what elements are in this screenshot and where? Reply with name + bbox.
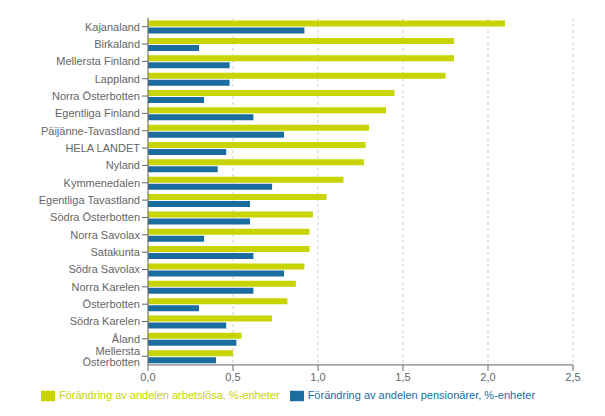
svg-text:HELA LANDET: HELA LANDET: [65, 142, 140, 154]
svg-text:0,5: 0,5: [225, 371, 240, 383]
svg-text:Åland: Åland: [112, 333, 140, 345]
svg-text:2,0: 2,0: [480, 371, 495, 383]
html-text:Förändring av andelen pensionä: Förändring av andelen pensionärer, %-enh…: [307, 388, 536, 401]
svg-text:1,0: 1,0: [310, 371, 325, 383]
svg-text:Mellersta Finland: Mellersta Finland: [56, 55, 140, 67]
svg-text:Södra Karelen: Södra Karelen: [70, 315, 140, 327]
svg-text:Birkaland: Birkaland: [94, 38, 140, 50]
svg-text:Norra Österbotten: Norra Österbotten: [52, 90, 140, 102]
svg-text:2,5: 2,5: [565, 371, 580, 383]
svg-text:Norra Savolax: Norra Savolax: [70, 229, 140, 241]
svg-text:Kajanaland: Kajanaland: [85, 21, 140, 33]
svg-text:Kymmenedalen: Kymmenedalen: [64, 177, 140, 189]
html-text:Förändring av andelen arbetslö: Förändring av andelen arbetslösa, %-enhe…: [58, 388, 280, 401]
svg-text:Lappland: Lappland: [95, 73, 140, 85]
svg-text:Österbotten: Österbotten: [83, 298, 140, 310]
svg-text:Egentliga Finland: Egentliga Finland: [55, 107, 140, 119]
svg-text:Päijänne-Tavastland: Päijänne-Tavastland: [41, 125, 140, 137]
svg-text:0,0: 0,0: [140, 371, 155, 383]
svg-text:1,5: 1,5: [395, 371, 410, 383]
svg-text:Södra Österbotten: Södra Österbotten: [50, 211, 140, 223]
svg-text:Nyland: Nyland: [106, 159, 140, 171]
svg-text:MellerstaÖsterbotten: MellerstaÖsterbotten: [83, 345, 141, 368]
svg-text:Norra Karelen: Norra Karelen: [72, 281, 140, 293]
svg-text:Satakunta: Satakunta: [90, 246, 140, 258]
svg-text:Södra Savolax: Södra Savolax: [68, 263, 140, 275]
svg-text:Egentliga Tavastland: Egentliga Tavastland: [39, 194, 140, 206]
